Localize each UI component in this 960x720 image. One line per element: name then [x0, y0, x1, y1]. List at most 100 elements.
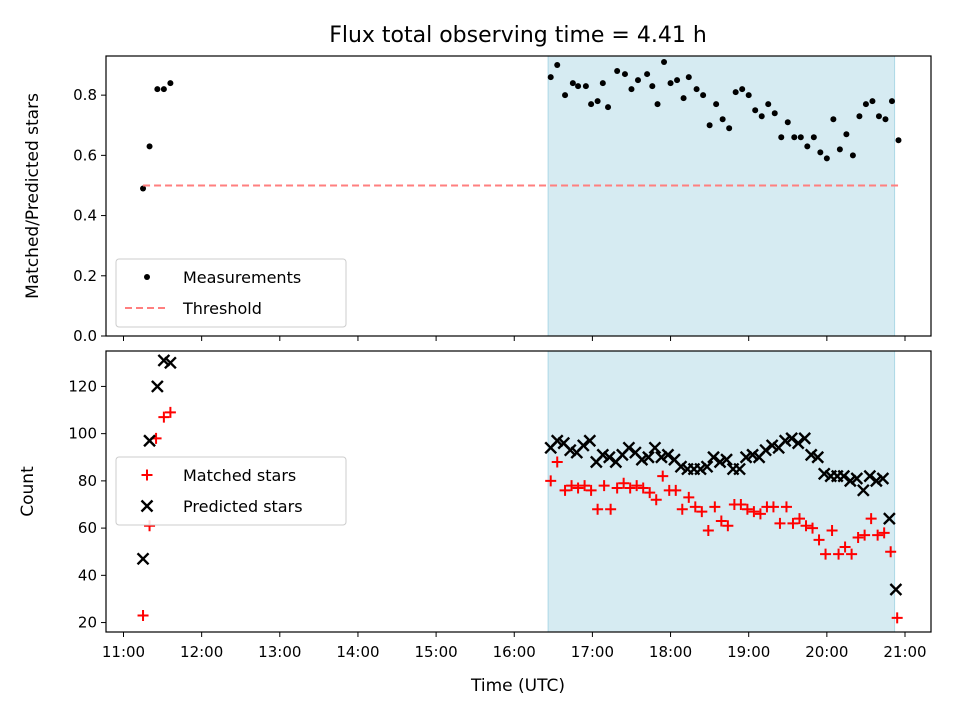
data-point	[878, 527, 890, 539]
y-tick-label: 0.8	[73, 86, 97, 104]
data-point	[850, 472, 864, 485]
legend-label: Matched stars	[183, 466, 296, 485]
data-point	[624, 482, 636, 494]
data-point	[732, 89, 739, 96]
data-point	[562, 92, 569, 99]
data-point	[592, 503, 604, 515]
data-point	[885, 546, 897, 558]
y-tick-label: 80	[78, 472, 97, 490]
data-point	[820, 548, 832, 560]
data-point	[810, 134, 817, 141]
data-point	[856, 483, 870, 497]
legend-box	[115, 456, 347, 526]
data-point	[715, 515, 727, 527]
legend-swatch	[141, 469, 153, 481]
data-point	[797, 134, 804, 141]
data-point	[785, 432, 799, 445]
data-point	[588, 101, 595, 108]
data-point	[551, 456, 563, 468]
x-tick-label: 18:00	[649, 643, 692, 661]
y-tick-label: 60	[78, 519, 97, 537]
x-tick-label: 20:00	[805, 643, 848, 661]
data-point	[720, 453, 733, 466]
y-tick-label: 120	[68, 377, 97, 395]
data-point	[800, 520, 812, 532]
data-point	[700, 460, 714, 474]
x-tick-label: 15:00	[414, 643, 457, 661]
data-point	[598, 480, 610, 492]
series-measurements	[140, 59, 902, 192]
data-point	[741, 503, 753, 515]
data-point	[836, 146, 843, 153]
data-point	[143, 434, 156, 448]
data-point	[739, 86, 746, 93]
x-tick-label: 12:00	[180, 643, 223, 661]
data-point	[706, 122, 713, 129]
data-point	[709, 501, 721, 513]
data-point	[689, 501, 701, 513]
data-point	[164, 356, 177, 370]
data-point	[895, 137, 902, 144]
data-point	[793, 513, 805, 525]
data-point	[618, 477, 630, 489]
data-point	[889, 583, 903, 596]
y-tick-label: 0.6	[73, 146, 97, 164]
legend-swatch	[140, 499, 154, 513]
data-point	[817, 149, 824, 156]
data-point	[830, 116, 837, 123]
data-point	[862, 101, 869, 108]
y-tick-label: 0.4	[73, 207, 97, 225]
data-point	[569, 80, 576, 87]
data-point	[654, 101, 661, 108]
x-tick-label: 17:00	[571, 643, 614, 661]
data-point	[644, 71, 651, 78]
data-point	[160, 86, 167, 93]
data-point	[661, 448, 675, 462]
data-point	[804, 143, 811, 150]
x-tick-label: 13:00	[258, 643, 301, 661]
x-axis-label: Time (UTC)	[470, 676, 565, 696]
data-point	[849, 152, 856, 159]
data-point	[605, 503, 617, 515]
data-point	[846, 548, 858, 560]
data-point	[759, 443, 772, 457]
data-point	[875, 113, 882, 120]
data-point	[649, 83, 656, 90]
data-point	[876, 472, 890, 485]
observing-window-span	[547, 55, 896, 337]
legend-label: Predicted stars	[183, 497, 303, 516]
data-point	[572, 482, 584, 494]
data-point	[872, 529, 884, 541]
data-point	[765, 101, 772, 108]
data-point	[657, 470, 669, 482]
x-tick-label: 14:00	[336, 643, 379, 661]
plot-area: 0.0 0.2 0.4 0.6 0.8 Matched/Predicted stars Me…	[18, 55, 932, 661]
data-point	[791, 134, 798, 141]
observing-window-span	[547, 350, 896, 633]
legend-label: Measurements	[183, 268, 301, 287]
data-point	[582, 83, 589, 90]
data-point	[748, 506, 760, 518]
data-point	[667, 80, 674, 87]
data-point	[865, 513, 877, 525]
data-point	[605, 104, 612, 111]
data-point	[726, 125, 733, 132]
data-point	[823, 155, 830, 162]
data-point	[856, 113, 863, 120]
data-point	[622, 441, 636, 455]
y-tick-label: 0.2	[73, 267, 97, 285]
data-point	[787, 517, 799, 529]
data-point	[594, 98, 601, 105]
data-point	[693, 86, 700, 93]
x-tick-label: 19:00	[727, 643, 770, 661]
data-point	[545, 475, 557, 487]
data-point	[778, 134, 785, 141]
data-point	[602, 450, 616, 464]
data-point	[151, 380, 164, 393]
data-point	[674, 77, 681, 84]
axes-frame	[105, 55, 932, 337]
data-point	[837, 469, 851, 483]
y-axis-label: Matched/Predicted stars	[23, 93, 43, 299]
data-point	[614, 68, 621, 75]
